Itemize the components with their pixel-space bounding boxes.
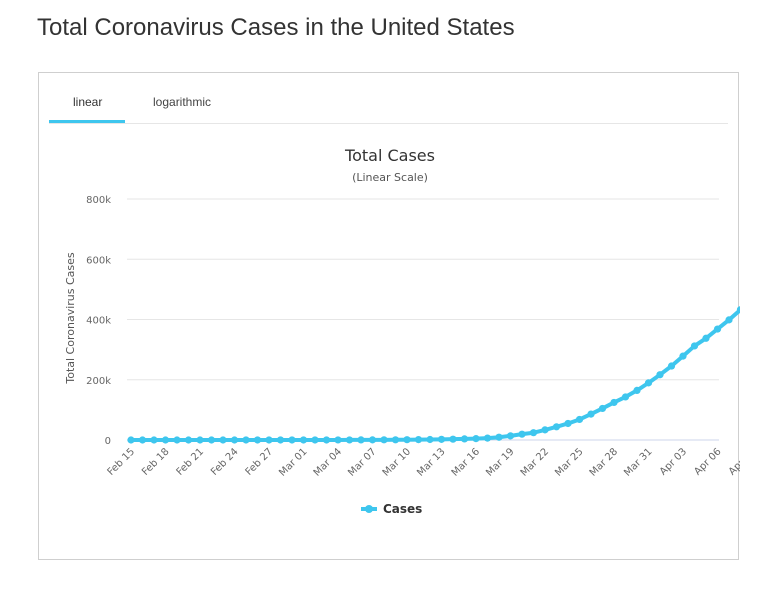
data-point <box>633 386 641 395</box>
data-point <box>679 352 687 360</box>
data-point <box>736 306 740 314</box>
data-point <box>472 435 480 443</box>
data-point <box>587 410 595 418</box>
x-tick-label: Mar 04 <box>312 446 344 478</box>
x-tick-label: Mar 22 <box>519 446 551 478</box>
legend-marker-dot <box>365 505 373 513</box>
data-point <box>230 436 239 444</box>
data-point <box>506 432 515 440</box>
data-point <box>610 398 618 407</box>
x-tick-label: Mar 31 <box>622 446 654 478</box>
data-point <box>150 436 158 444</box>
data-point <box>518 430 526 438</box>
data-point <box>311 436 319 444</box>
data-point <box>656 371 664 379</box>
data-point <box>207 436 216 444</box>
data-point <box>414 436 423 444</box>
data-point <box>184 436 193 444</box>
data-point <box>138 436 147 444</box>
y-tick-label: 800k <box>86 195 111 206</box>
data-point <box>426 435 434 444</box>
data-point <box>276 436 285 444</box>
data-point <box>161 436 170 444</box>
x-tick-label: Apr 03 <box>658 446 689 477</box>
data-point <box>173 436 181 444</box>
x-tick-label: Feb 15 <box>106 446 138 478</box>
data-point <box>322 436 331 444</box>
x-tick-label: Mar 19 <box>484 446 516 478</box>
x-tick-label: Feb 27 <box>244 446 276 478</box>
tab-logarithmic[interactable]: logarithmic <box>153 95 212 109</box>
data-point <box>564 419 572 428</box>
data-point <box>598 404 607 413</box>
chart-panel: linear logarithmic Total Cases (Linear S… <box>38 72 740 560</box>
data-point <box>460 435 469 443</box>
data-point <box>575 415 584 424</box>
x-tick-label: Mar 07 <box>346 446 378 478</box>
legend[interactable]: Cases <box>361 502 422 516</box>
data-point <box>552 423 561 431</box>
data-point <box>483 434 492 442</box>
data-point <box>713 325 722 333</box>
grid-lines <box>127 198 719 441</box>
x-axis-ticks: Feb 15 Feb 18 Feb 21 Feb 24 Feb 27 Mar 01 Mar … <box>106 446 740 478</box>
tab-linear[interactable]: linear <box>73 95 103 109</box>
data-point <box>357 436 365 444</box>
x-tick-label: Apr 09 <box>727 446 740 477</box>
data-point <box>403 436 411 444</box>
x-tick-label: Mar 13 <box>415 446 447 478</box>
legend-label-cases: Cases <box>383 502 422 516</box>
data-point <box>541 426 549 434</box>
y-tick-label: 400k <box>86 316 111 327</box>
data-point <box>391 436 400 444</box>
y-axis-title: Total Coronavirus Cases <box>64 252 77 385</box>
x-tick-label: Mar 28 <box>588 446 620 478</box>
y-axis-ticks: 0 200k 400k 600k 800k <box>86 195 111 447</box>
data-point <box>529 429 538 437</box>
data-point <box>702 334 710 342</box>
data-point <box>368 436 377 444</box>
y-tick-label: 0 <box>105 436 111 447</box>
y-tick-label: 200k <box>86 376 111 387</box>
data-point <box>242 436 250 444</box>
data-point <box>334 436 342 444</box>
x-tick-label: Mar 01 <box>277 446 309 478</box>
x-tick-label: Mar 10 <box>381 446 413 478</box>
data-point <box>299 436 308 444</box>
data-point <box>725 316 733 324</box>
data-point <box>380 436 388 444</box>
x-tick-label: Feb 18 <box>140 446 172 478</box>
data-point <box>449 435 457 443</box>
cases-line-chart: Total Cases (Linear Scale) Total Coronav… <box>64 146 740 516</box>
data-point <box>253 436 262 444</box>
data-point <box>667 362 676 370</box>
active-tab-indicator <box>49 120 125 123</box>
data-point <box>196 436 204 444</box>
data-point <box>288 436 296 444</box>
data-point <box>495 433 503 441</box>
data-point <box>127 436 135 444</box>
chart-subtitle: (Linear Scale) <box>352 171 428 184</box>
x-tick-label: Feb 21 <box>175 446 207 478</box>
data-point <box>265 436 273 444</box>
data-point <box>644 379 653 387</box>
scale-tabs: linear logarithmic <box>49 73 728 124</box>
page-title: Total Coronavirus Cases in the United St… <box>37 14 515 41</box>
data-point <box>437 435 446 443</box>
x-tick-label: Feb 24 <box>209 446 241 478</box>
x-tick-label: Mar 25 <box>553 446 585 478</box>
series-cases <box>127 306 740 444</box>
x-tick-label: Apr 06 <box>692 446 723 477</box>
x-tick-label: Mar 16 <box>450 446 482 478</box>
series-line <box>131 307 740 442</box>
y-tick-label: 600k <box>86 255 111 266</box>
data-point <box>690 342 699 350</box>
data-point <box>621 393 630 401</box>
chart-title: Total Cases <box>344 146 435 165</box>
data-point <box>345 436 354 444</box>
data-point <box>219 436 227 444</box>
